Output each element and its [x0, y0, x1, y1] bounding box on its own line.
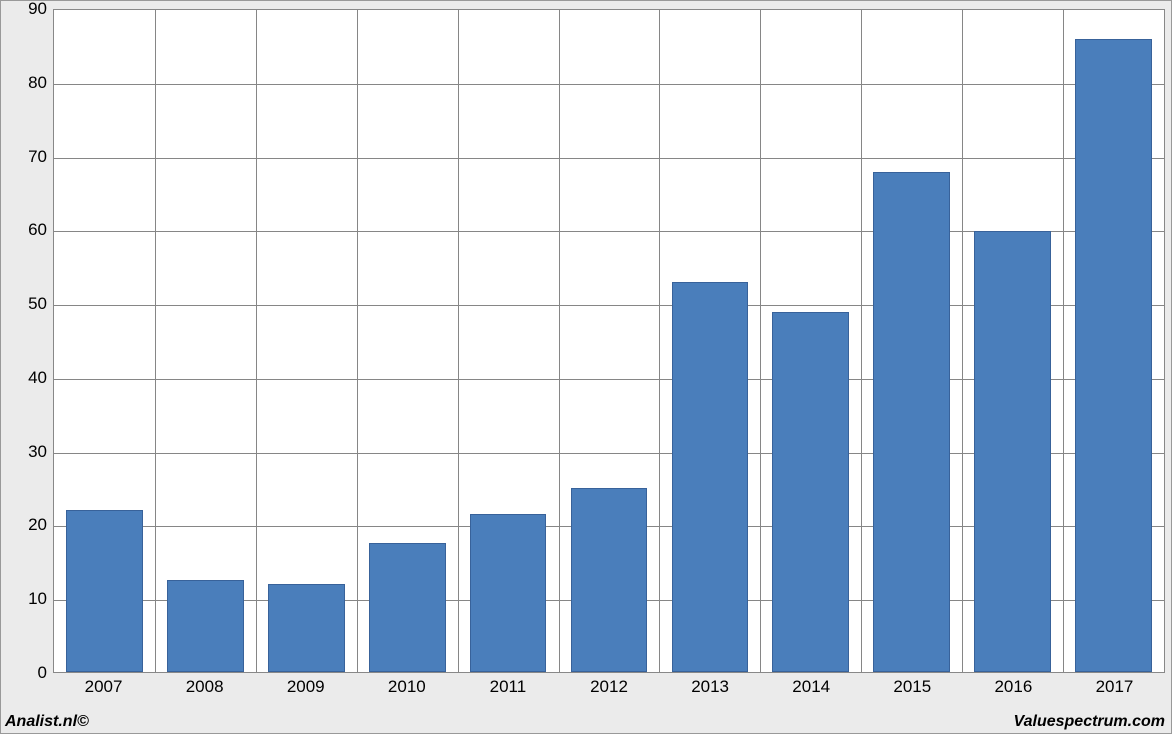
- y-tick-label: 10: [28, 589, 47, 609]
- y-tick-label: 70: [28, 147, 47, 167]
- y-tick-label: 40: [28, 368, 47, 388]
- bar-slot: [559, 10, 660, 672]
- bar: [268, 584, 345, 672]
- x-tick-label: 2008: [154, 673, 255, 701]
- bar: [672, 282, 749, 672]
- y-tick-label: 50: [28, 294, 47, 314]
- y-tick-label: 30: [28, 442, 47, 462]
- bar: [66, 510, 143, 672]
- bar: [470, 514, 547, 672]
- y-tick-label: 0: [38, 663, 47, 683]
- x-tick-label: 2009: [255, 673, 356, 701]
- bar-slot: [861, 10, 962, 672]
- x-axis: 2007200820092010201120122013201420152016…: [53, 673, 1165, 701]
- y-axis: 0102030405060708090: [9, 9, 53, 673]
- y-tick-label: 90: [28, 0, 47, 19]
- bar-slot: [256, 10, 357, 672]
- x-tick-label: 2011: [457, 673, 558, 701]
- y-tick-label: 80: [28, 73, 47, 93]
- bar-slot: [1063, 10, 1164, 672]
- plot-wrap: 0102030405060708090 20072008200920102011…: [9, 9, 1165, 701]
- bar: [369, 543, 446, 672]
- bar: [772, 312, 849, 672]
- chart-frame: 0 10 20 30 40 50 60 70 80 90 20072008200920102011…: [0, 0, 1172, 734]
- x-tick-label: 2015: [862, 673, 963, 701]
- bar-slot: [155, 10, 256, 672]
- y-tick-label: 20: [28, 515, 47, 535]
- bar-slot: [54, 10, 155, 672]
- bar-slot: [659, 10, 760, 672]
- x-tick-label: 2016: [963, 673, 1064, 701]
- x-tick-label: 2017: [1064, 673, 1165, 701]
- bar: [571, 488, 648, 672]
- y-tick-label: 60: [28, 220, 47, 240]
- x-tick-label: 2012: [558, 673, 659, 701]
- x-tick-label: 2013: [660, 673, 761, 701]
- bar: [1075, 39, 1152, 672]
- bar-slot: [458, 10, 559, 672]
- x-tick-label: 2010: [356, 673, 457, 701]
- bar: [974, 231, 1051, 672]
- bar-slot: [962, 10, 1063, 672]
- credit-left: Analist.nl©: [5, 713, 89, 731]
- bar: [873, 172, 950, 672]
- credit-right: Valuespectrum.com: [1014, 713, 1165, 731]
- bars-container: [54, 10, 1164, 672]
- bar-slot: [357, 10, 458, 672]
- x-tick-label: 2007: [53, 673, 154, 701]
- bar: [167, 580, 244, 672]
- bar-slot: [760, 10, 861, 672]
- x-tick-label: 2014: [761, 673, 862, 701]
- plot-area: [53, 9, 1165, 673]
